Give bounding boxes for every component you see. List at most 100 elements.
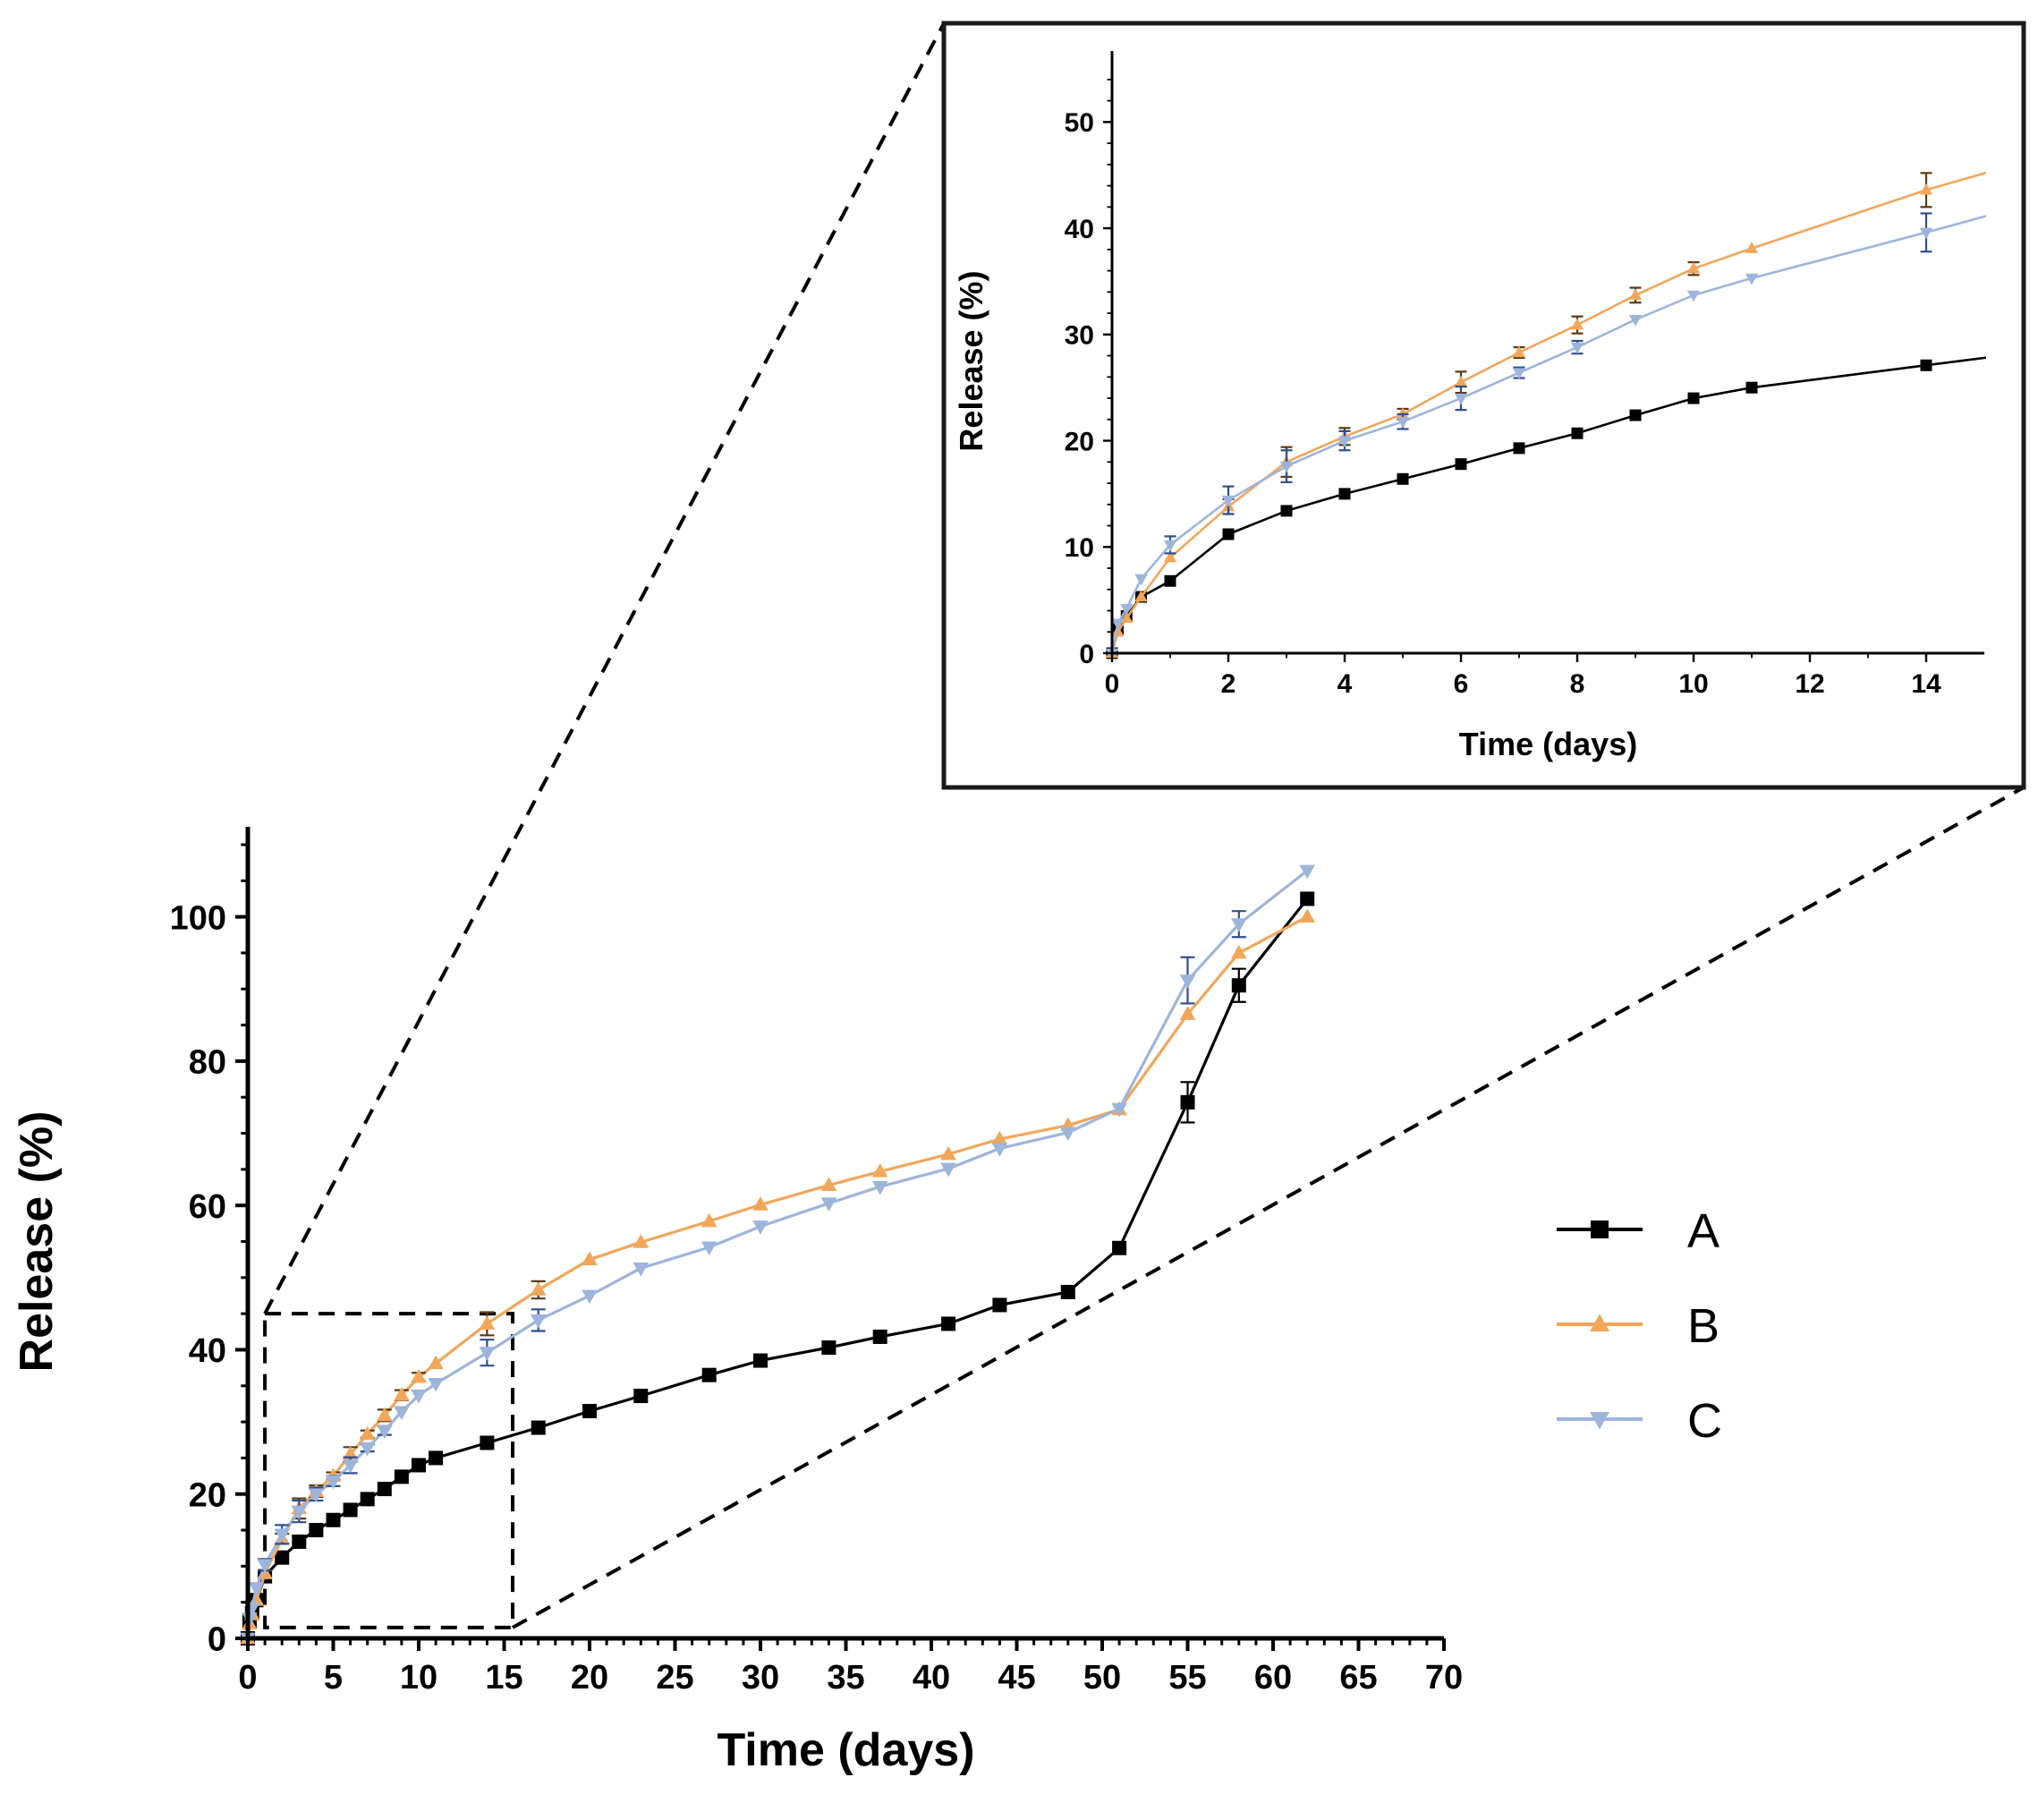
series-A-point [394, 1469, 409, 1484]
series-A-line [246, 897, 1309, 1639]
legend-A-marker [1591, 1220, 1609, 1238]
series-C-point [1396, 416, 1410, 429]
series-B-line [246, 915, 1308, 1639]
x-tick-label: 70 [1425, 1659, 1463, 1697]
x-tick-label: 4 [1337, 669, 1353, 699]
series-B-point [1231, 944, 1247, 959]
series-A-point [480, 1435, 495, 1450]
zoom-guide-line-upper [263, 22, 946, 1315]
series-A-point [1112, 1240, 1127, 1255]
series-C-point [752, 1220, 768, 1235]
x-tick-label: 50 [1083, 1659, 1121, 1697]
y-tick-label: 30 [1065, 321, 1094, 351]
series-C-point [701, 1241, 718, 1256]
series-C-point [1686, 290, 1701, 302]
y-tick-label: 40 [1065, 215, 1094, 244]
series-C-point [871, 1180, 888, 1195]
x-axis-title: Time (days) [1459, 726, 1637, 762]
series-B-point [1299, 908, 1315, 923]
inset-chart: 0 2 4 6 8 10 12 14 0 10 20 30 40 50 Time (days) Release… [941, 21, 2026, 790]
series-A-point [1280, 505, 1293, 517]
x-tick-label: 65 [1339, 1659, 1377, 1697]
series-A-point [1455, 458, 1467, 471]
x-tick-label: 6 [1454, 669, 1469, 699]
series-C-point [1454, 393, 1468, 405]
series-C-point [1179, 974, 1196, 989]
series-C-point [479, 1347, 496, 1361]
series-C-point [248, 1582, 265, 1596]
series-C-point [1337, 436, 1352, 448]
series-A-point [582, 1403, 597, 1418]
series-A-point [1222, 528, 1235, 540]
series-C-point [1628, 314, 1643, 327]
inset-frame [941, 21, 2026, 790]
y-axis-title: Release (%) [953, 270, 989, 451]
series-B-point [394, 1387, 410, 1401]
legend-C-label: C [1687, 1394, 1722, 1448]
series-A-point [992, 1297, 1007, 1313]
x-tick-label: 0 [238, 1659, 257, 1697]
series-C-point [257, 1559, 273, 1573]
y-tick-label: 60 [189, 1188, 226, 1226]
series-B-point [991, 1130, 1008, 1145]
series-C-point [820, 1197, 837, 1212]
series-B-point [1919, 183, 1933, 195]
series-A-point [821, 1340, 836, 1356]
y-axis-title: Release (%) [11, 1111, 63, 1373]
series-C-point [1919, 227, 1933, 240]
series-A-point [1745, 381, 1758, 394]
y-tick-label: 50 [1065, 108, 1094, 138]
x-tick-label: 55 [1168, 1659, 1206, 1697]
series-C-point [1111, 1102, 1127, 1118]
series-C-point [1231, 918, 1247, 932]
series-C-point [342, 1459, 359, 1474]
series-B-point [1512, 345, 1526, 358]
series-C-point [411, 1389, 427, 1404]
series-C-point [1570, 342, 1584, 354]
series-B-point [411, 1368, 427, 1383]
series-A-point [412, 1458, 426, 1473]
series-A-point [275, 1550, 290, 1565]
series-A-point [326, 1512, 341, 1527]
series-C-point [1120, 603, 1134, 616]
series-B-point [377, 1407, 393, 1422]
series-C-point [377, 1425, 393, 1439]
x-tick-label: 14 [1911, 669, 1941, 699]
series-C-line [246, 869, 1309, 1639]
zoom-guides [263, 22, 2025, 1629]
inset-plot-area [1105, 171, 1986, 660]
series-A-point [377, 1482, 392, 1497]
series-A-point [531, 1420, 546, 1435]
series-B-point [1179, 1006, 1196, 1020]
series-B-point [701, 1212, 718, 1228]
x-tick-label: 40 [913, 1659, 950, 1697]
series-A-point [1231, 978, 1246, 993]
series-A-point [1164, 574, 1176, 587]
legend-C-marker [1590, 1412, 1609, 1430]
y-tick-label: 100 [170, 899, 226, 937]
series-B-point [1396, 407, 1410, 420]
series-B-point [1570, 318, 1584, 330]
series-A-point [1338, 488, 1351, 500]
series-C-point [325, 1475, 342, 1490]
series-B-point [752, 1196, 768, 1211]
series-A-point [1180, 1094, 1195, 1110]
y-tick-label: 0 [1079, 640, 1094, 669]
legend: ABC [1557, 1204, 1722, 1448]
x-tick-label: 15 [485, 1659, 522, 1697]
series-B-point [428, 1355, 444, 1370]
series-B-point [1134, 590, 1148, 602]
series-C-point [394, 1406, 410, 1421]
series-A-point [429, 1450, 444, 1466]
x-tick-label: 10 [400, 1659, 437, 1697]
series-C-point [308, 1488, 325, 1502]
series-C-point [940, 1162, 956, 1178]
series-B-point [940, 1145, 956, 1161]
series-C-point [1134, 574, 1148, 586]
x-tick-label: 12 [1795, 669, 1824, 699]
series-B-point [479, 1315, 496, 1330]
series-A-point [1060, 1284, 1075, 1299]
y-tick-label: 40 [189, 1332, 226, 1370]
series-A-point [309, 1523, 324, 1538]
